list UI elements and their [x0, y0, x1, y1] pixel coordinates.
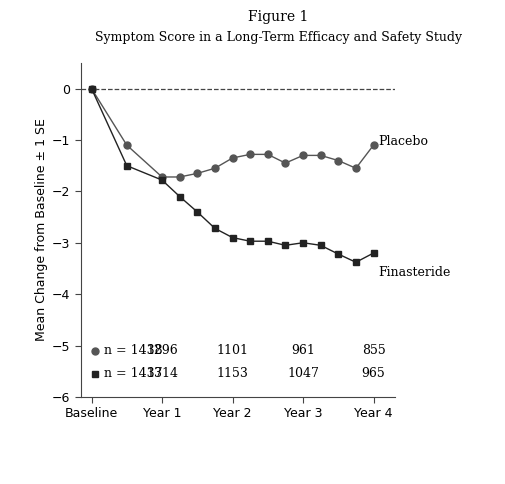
Text: 961: 961	[290, 344, 314, 357]
Text: Figure 1: Figure 1	[247, 10, 308, 24]
Text: 1153: 1153	[216, 367, 248, 380]
Text: 1296: 1296	[146, 344, 178, 357]
Text: Finasteride: Finasteride	[378, 266, 450, 279]
Text: 965: 965	[361, 367, 385, 380]
Text: 1101: 1101	[216, 344, 248, 357]
Text: n = 1438: n = 1438	[104, 344, 163, 357]
Text: 855: 855	[361, 344, 385, 357]
Text: 1314: 1314	[146, 367, 178, 380]
Y-axis label: Mean Change from Baseline ± 1 SE: Mean Change from Baseline ± 1 SE	[35, 119, 48, 341]
Text: Placebo: Placebo	[378, 135, 428, 148]
Text: 1047: 1047	[286, 367, 318, 380]
Text: n = 1437: n = 1437	[104, 367, 163, 380]
Text: Symptom Score in a Long-Term Efficacy and Safety Study: Symptom Score in a Long-Term Efficacy an…	[94, 31, 461, 45]
